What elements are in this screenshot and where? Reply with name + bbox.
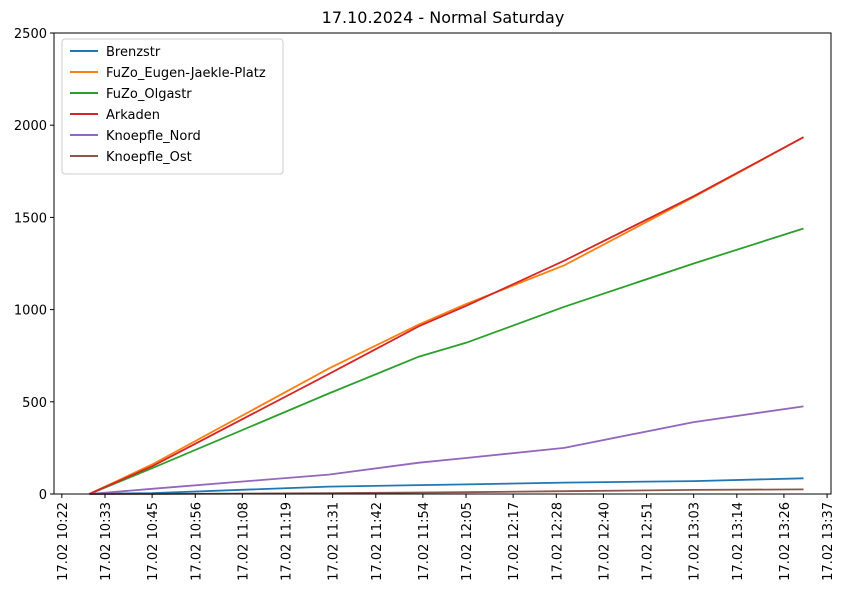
x-tick-label: 17.02 13:14 [731, 502, 746, 581]
x-tick-label: 17.02 13:37 [821, 502, 836, 581]
x-tick-label: 17.02 13:26 [778, 502, 793, 581]
x-tick-label: 17.02 10:45 [146, 502, 161, 581]
legend: Brenzstr FuZo_Eugen-Jaekle-Platz FuZo_Olga… [61, 38, 284, 175]
x-tick-label: 17.02 10:33 [99, 502, 114, 581]
x-tick-label: 17.02 12:40 [597, 502, 612, 581]
series-line-fuzo-olgastr [88, 227, 804, 495]
series-line-knoepfle-nord [89, 405, 804, 495]
plot-frame [53, 32, 832, 495]
chart-title: 17.10.2024 - Normal Saturday [322, 8, 565, 27]
x-tick-label: 17.02 13:03 [688, 502, 703, 581]
x-tick-label: 17.02 10:56 [189, 502, 204, 581]
x-tick-label: 17.02 10:22 [56, 502, 71, 581]
y-axis: 0 500 1000 1500 2000 2500 [14, 27, 54, 503]
legend-label: Brenzstr [106, 45, 161, 60]
y-tick-label: 1500 [14, 211, 47, 226]
x-tick-label: 17.02 11:42 [370, 502, 385, 581]
legend-label: Knoepfle_Ost [106, 150, 192, 165]
legend-box [61, 38, 284, 175]
x-tick-label: 17.02 11:08 [236, 502, 251, 581]
x-tick-label: 17.02 12:51 [641, 502, 656, 581]
series-line-arkaden [88, 136, 804, 495]
y-tick-label: 1000 [14, 304, 47, 319]
y-tick-label: 500 [22, 396, 47, 411]
legend-label: Arkaden [106, 108, 160, 123]
y-tick-label: 2500 [14, 27, 47, 42]
x-tick-label: 17.02 11:19 [280, 502, 295, 581]
y-tick-label: 0 [39, 488, 47, 503]
y-tick-label: 2000 [14, 119, 47, 134]
x-axis: 17.02 10:22 17.02 10:33 17.02 10:45 17.02 1… [56, 494, 836, 581]
series-line-fuzo-eugen-jaekle-platz [88, 136, 804, 495]
legend-label: FuZo_Eugen-Jaekle-Platz [106, 66, 266, 81]
series-line-brenzstr [89, 477, 804, 495]
x-tick-label: 17.02 12:17 [507, 502, 522, 581]
x-tick-label: 17.02 12:28 [550, 502, 565, 581]
x-tick-label: 17.02 11:31 [327, 502, 342, 581]
x-tick-label: 17.02 11:54 [417, 502, 432, 581]
legend-label: Knoepfle_Nord [106, 129, 201, 144]
series-lines [88, 136, 804, 495]
legend-label: FuZo_Olgastr [106, 87, 192, 102]
x-tick-label: 17.02 12:05 [460, 502, 475, 581]
